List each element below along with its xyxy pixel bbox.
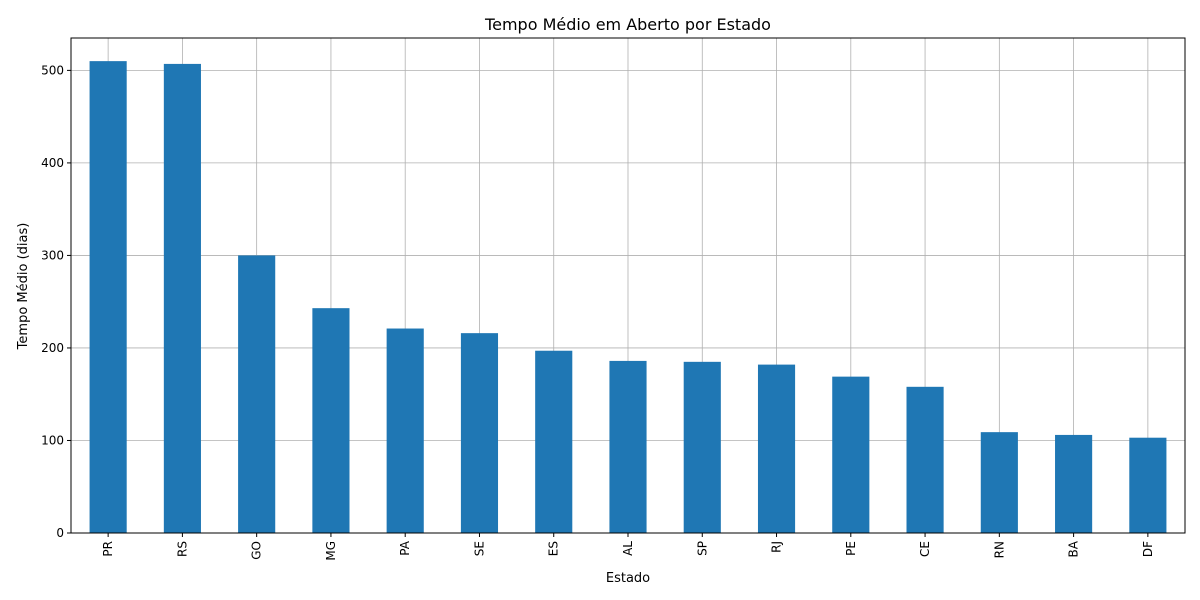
- bar-go: [238, 255, 276, 533]
- bars-layer: [89, 61, 1167, 534]
- bar-rn: [980, 432, 1018, 533]
- bar-pa: [386, 328, 424, 533]
- axes-layer: 0 100 200 300 400 500 PR RS GO MG PA SE ES AL SP RJ PE CE…: [41, 37, 1186, 561]
- bar-df: [1129, 437, 1167, 533]
- x-tick-label: PR: [101, 541, 115, 557]
- bar-pr: [89, 61, 127, 534]
- x-tick-label: GO: [250, 541, 264, 560]
- x-axis-label: Estado: [606, 571, 650, 586]
- x-tick-label: DF: [1141, 541, 1155, 557]
- chart-title: Tempo Médio em Aberto por Estado: [484, 15, 771, 34]
- x-tick-label: SE: [472, 541, 486, 556]
- x-tick-label: CE: [918, 541, 932, 557]
- bar-ce: [906, 386, 944, 533]
- x-tick-label: PA: [398, 540, 412, 555]
- y-tick-label: 0: [56, 526, 64, 540]
- x-tick-label: AL: [621, 541, 635, 556]
- bar-al: [609, 360, 647, 533]
- x-tick-label: PE: [844, 541, 858, 556]
- bar-rs: [163, 63, 201, 533]
- bar-se: [460, 333, 499, 533]
- y-axis-label: Tempo Médio (dias): [16, 223, 31, 351]
- y-tick-label: 200: [41, 341, 64, 355]
- bar-es: [535, 350, 573, 533]
- y-tick-label: 500: [41, 63, 64, 77]
- x-tick-label: MG: [324, 541, 338, 561]
- plot-frame: [70, 37, 1186, 534]
- bar-sp: [683, 361, 721, 533]
- x-tick-label: RS: [175, 541, 189, 557]
- y-tick-label: 300: [41, 248, 64, 262]
- bar-pe: [832, 376, 870, 533]
- y-tick-label: 400: [41, 156, 64, 170]
- x-tick-label: ES: [547, 541, 561, 556]
- x-tick-label: RN: [992, 541, 1006, 558]
- y-tick-label: 100: [41, 433, 64, 447]
- x-tick-label: RJ: [770, 541, 784, 553]
- bar-rj: [757, 364, 796, 533]
- bar-mg: [312, 308, 350, 533]
- x-tick-label: SP: [695, 541, 709, 556]
- bar-ba: [1055, 434, 1093, 533]
- x-tick-label: BA: [1067, 540, 1081, 557]
